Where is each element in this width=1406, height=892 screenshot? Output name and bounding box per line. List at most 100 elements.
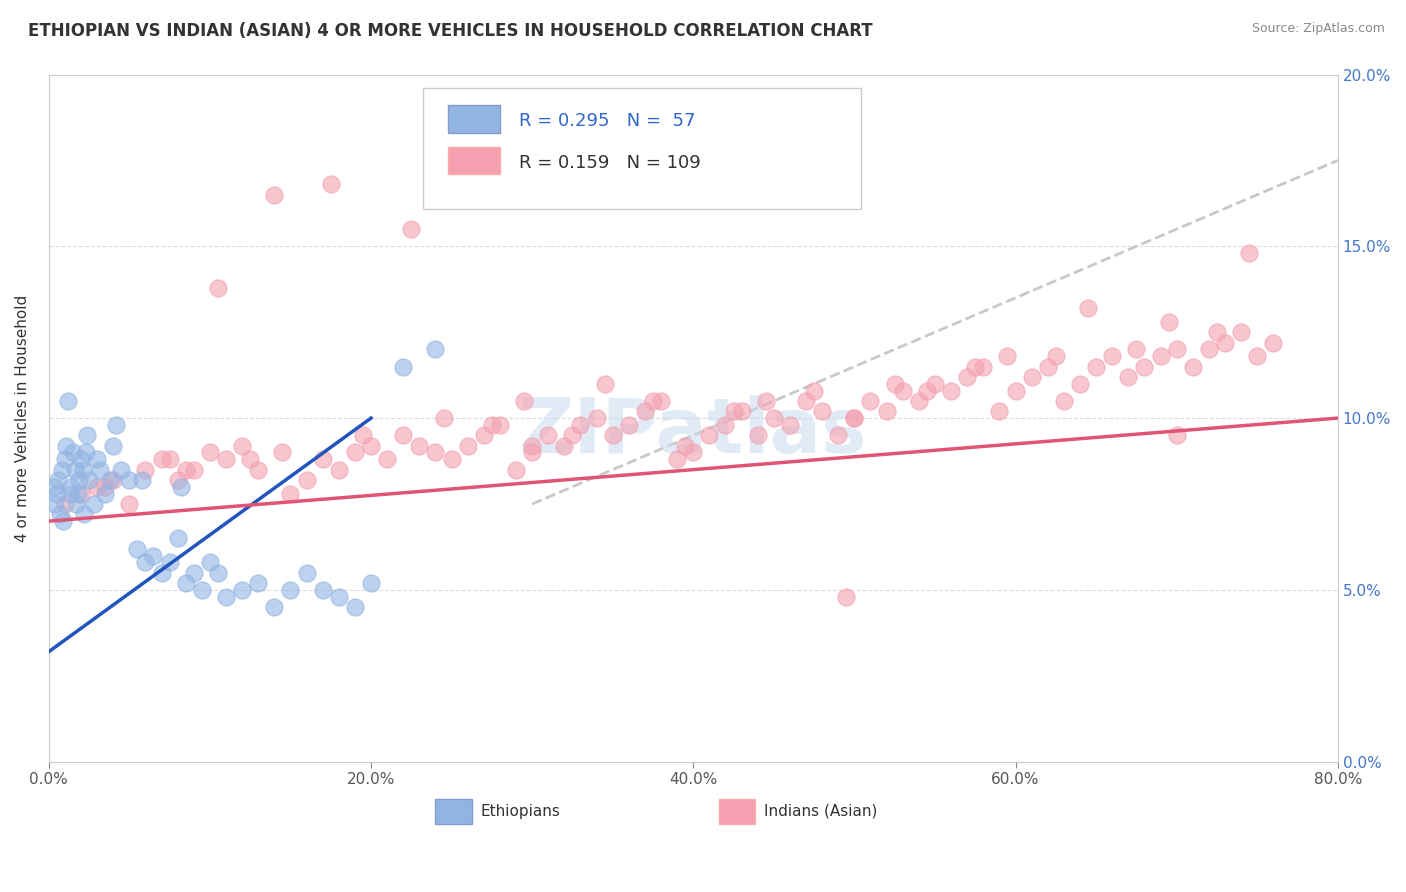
- Point: [1237, 246, 1260, 260]
- Point: [956, 369, 979, 384]
- Point: [457, 439, 479, 453]
- Point: [924, 376, 946, 391]
- Point: [174, 576, 197, 591]
- Point: [215, 452, 238, 467]
- Point: [408, 439, 430, 453]
- Point: [425, 445, 447, 459]
- Point: [174, 462, 197, 476]
- Point: [1125, 343, 1147, 357]
- Point: [207, 280, 229, 294]
- Point: [103, 473, 125, 487]
- Point: [239, 452, 262, 467]
- Point: [569, 417, 592, 432]
- Point: [231, 439, 253, 453]
- Point: [105, 417, 128, 432]
- Point: [166, 473, 188, 487]
- Point: [1213, 335, 1236, 350]
- Point: [883, 376, 905, 391]
- Point: [42, 480, 65, 494]
- Point: [70, 486, 93, 500]
- Point: [392, 428, 415, 442]
- Point: [650, 393, 672, 408]
- Point: [118, 497, 141, 511]
- Point: [127, 541, 149, 556]
- Point: [908, 393, 931, 408]
- Point: [280, 486, 302, 500]
- Point: [134, 462, 156, 476]
- Point: [1198, 343, 1220, 357]
- Text: R = 0.295   N =  57: R = 0.295 N = 57: [519, 112, 696, 130]
- Point: [844, 411, 866, 425]
- Point: [247, 576, 270, 591]
- Point: [73, 508, 96, 522]
- Point: [295, 473, 318, 487]
- Point: [271, 445, 294, 459]
- Point: [159, 555, 181, 569]
- Point: [59, 486, 82, 500]
- Point: [988, 404, 1011, 418]
- Point: [191, 582, 214, 597]
- Point: [110, 462, 132, 476]
- Point: [723, 404, 745, 418]
- Point: [730, 404, 752, 418]
- Bar: [718, 798, 755, 823]
- Point: [634, 404, 657, 418]
- Y-axis label: 4 or more Vehicles in Household: 4 or more Vehicles in Household: [15, 294, 30, 541]
- Point: [593, 376, 616, 391]
- Point: [1101, 349, 1123, 363]
- Point: [755, 393, 778, 408]
- Text: Ethiopians: Ethiopians: [481, 804, 561, 819]
- Point: [134, 555, 156, 569]
- Point: [617, 417, 640, 432]
- Point: [150, 566, 173, 580]
- Point: [76, 428, 98, 442]
- Point: [965, 359, 987, 374]
- Point: [1133, 359, 1156, 374]
- Point: [505, 462, 527, 476]
- Point: [794, 393, 817, 408]
- Point: [352, 428, 374, 442]
- Point: [45, 486, 67, 500]
- Point: [472, 428, 495, 442]
- Point: [972, 359, 994, 374]
- Point: [77, 473, 100, 487]
- Point: [56, 393, 79, 408]
- Point: [343, 445, 366, 459]
- Point: [280, 582, 302, 597]
- Point: [52, 514, 75, 528]
- Point: [103, 439, 125, 453]
- Point: [86, 480, 108, 494]
- Point: [915, 384, 938, 398]
- Point: [94, 486, 117, 500]
- Point: [1149, 349, 1171, 363]
- Point: [131, 473, 153, 487]
- Text: R = 0.159   N = 109: R = 0.159 N = 109: [519, 153, 702, 171]
- Point: [159, 452, 181, 467]
- Point: [63, 462, 86, 476]
- Point: [876, 404, 898, 418]
- Text: Source: ZipAtlas.com: Source: ZipAtlas.com: [1251, 22, 1385, 36]
- Text: ETHIOPIAN VS INDIAN (ASIAN) 4 OR MORE VEHICLES IN HOUSEHOLD CORRELATION CHART: ETHIOPIAN VS INDIAN (ASIAN) 4 OR MORE VE…: [28, 22, 873, 40]
- Point: [53, 497, 76, 511]
- Point: [520, 439, 543, 453]
- Point: [360, 576, 382, 591]
- Point: [1004, 384, 1026, 398]
- Point: [1077, 301, 1099, 315]
- Point: [939, 384, 962, 398]
- Point: [89, 462, 111, 476]
- Point: [673, 439, 696, 453]
- Point: [311, 452, 333, 467]
- Point: [641, 393, 664, 408]
- Point: [779, 417, 801, 432]
- Point: [585, 411, 607, 425]
- Bar: [436, 798, 471, 823]
- Point: [1116, 369, 1139, 384]
- Point: [166, 532, 188, 546]
- Point: [425, 343, 447, 357]
- Point: [1166, 428, 1188, 442]
- Point: [215, 590, 238, 604]
- Point: [44, 497, 66, 511]
- Point: [1246, 349, 1268, 363]
- Point: [311, 582, 333, 597]
- Point: [231, 582, 253, 597]
